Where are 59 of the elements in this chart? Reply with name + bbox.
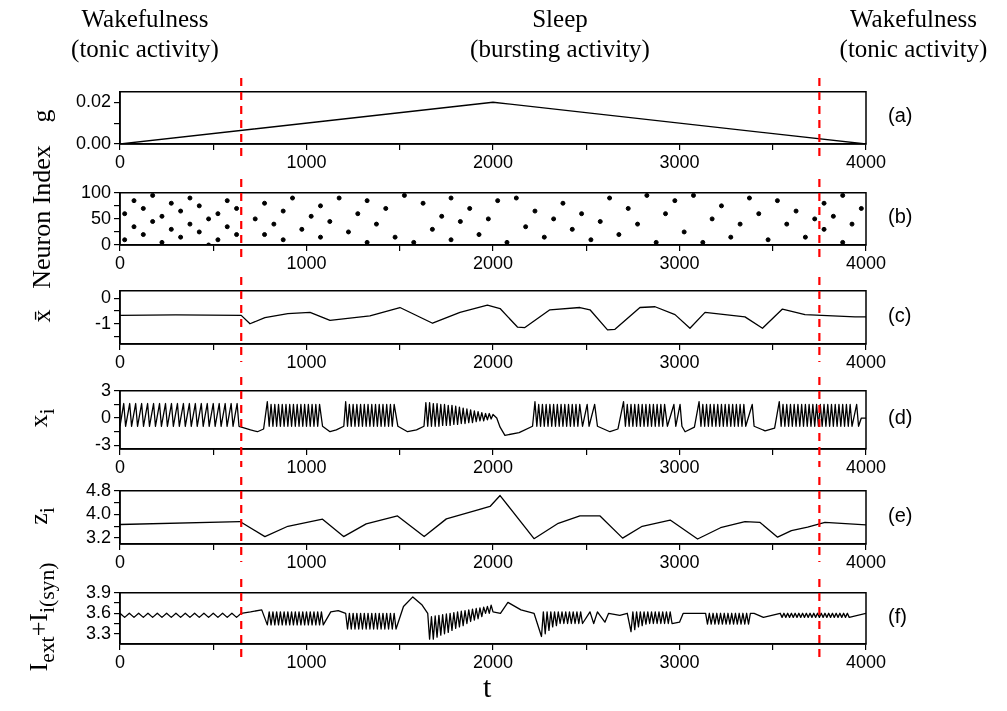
- x-tick-label: 1000: [286, 651, 327, 672]
- y-tick-label: 0.00: [75, 132, 111, 153]
- x-tick-label: 1000: [286, 456, 327, 477]
- x-tick-label: 0: [114, 351, 126, 372]
- x-tick-label: 1000: [286, 151, 327, 172]
- y-tick-label: 3.2: [85, 527, 111, 548]
- text: (d): [888, 406, 913, 429]
- x-tick-label: 3000: [659, 456, 700, 477]
- x-tick-label: 4000: [845, 551, 887, 572]
- x-tick-label: 1000: [286, 351, 327, 372]
- x-tick-label: 1000: [286, 551, 327, 572]
- x-tick-label: 3000: [659, 551, 700, 572]
- x-tick-label: 2000: [472, 351, 514, 372]
- x-tick-label: 0: [114, 456, 126, 477]
- x-tick-label: 4000: [845, 651, 887, 672]
- text: Wakefulness (tonic activity): [838, 4, 989, 64]
- y-axis-title: g: [27, 109, 57, 123]
- text: (b): [888, 205, 913, 228]
- text: (a): [888, 104, 913, 127]
- x-tick-label: 3000: [659, 151, 700, 172]
- text: (e): [888, 503, 913, 527]
- y-tick-label: 3.3: [85, 622, 111, 643]
- x-tick-label: 0: [114, 651, 126, 672]
- text: Sleep (bursting activity): [469, 4, 651, 64]
- y-tick-label: 3.9: [85, 581, 111, 602]
- x-tick-label: 0: [114, 551, 126, 572]
- x-tick-label: 3000: [659, 351, 700, 372]
- y-axis-title: x̄: [27, 309, 57, 322]
- y-tick-label: 4.0: [85, 503, 111, 524]
- x-tick-label: 4000: [845, 351, 887, 372]
- y-tick-label: 100: [80, 181, 111, 202]
- x-tick-label: 2000: [472, 651, 514, 672]
- x-tick-label: 3000: [659, 252, 700, 273]
- x-tick-label: 2000: [472, 151, 514, 172]
- text: Wakefulness (tonic activity): [70, 4, 220, 64]
- x-tick-label: 4000: [845, 151, 887, 172]
- y-axis-title: Neuron Index: [27, 145, 57, 289]
- y-tick-label: 0: [100, 287, 111, 308]
- y-tick-label: 3: [100, 379, 111, 400]
- y-tick-label: 0.02: [75, 91, 111, 112]
- x-tick-label: 2000: [472, 551, 514, 572]
- x-tick-label: 4000: [845, 456, 887, 477]
- y-tick-label: 4.8: [85, 479, 111, 500]
- x-tick-label: 3000: [659, 651, 700, 672]
- x-tick-label: 4000: [845, 252, 887, 273]
- text: (f): [888, 604, 907, 628]
- x-axis-title: t: [483, 670, 492, 704]
- x-tick-label: 2000: [472, 456, 514, 477]
- x-tick-label: 1000: [286, 252, 327, 273]
- y-tick-label: 0: [100, 407, 111, 428]
- x-tick-label: 0: [114, 151, 126, 172]
- y-tick-label: -3: [94, 434, 111, 455]
- text: (c): [888, 303, 912, 327]
- y-tick-label: 0: [100, 233, 111, 254]
- y-tick-label: 50: [90, 207, 111, 228]
- y-tick-label: -1: [94, 312, 111, 333]
- x-tick-label: 2000: [472, 252, 514, 273]
- x-tick-label: 0: [114, 252, 126, 273]
- y-tick-label: 3.6: [85, 602, 111, 623]
